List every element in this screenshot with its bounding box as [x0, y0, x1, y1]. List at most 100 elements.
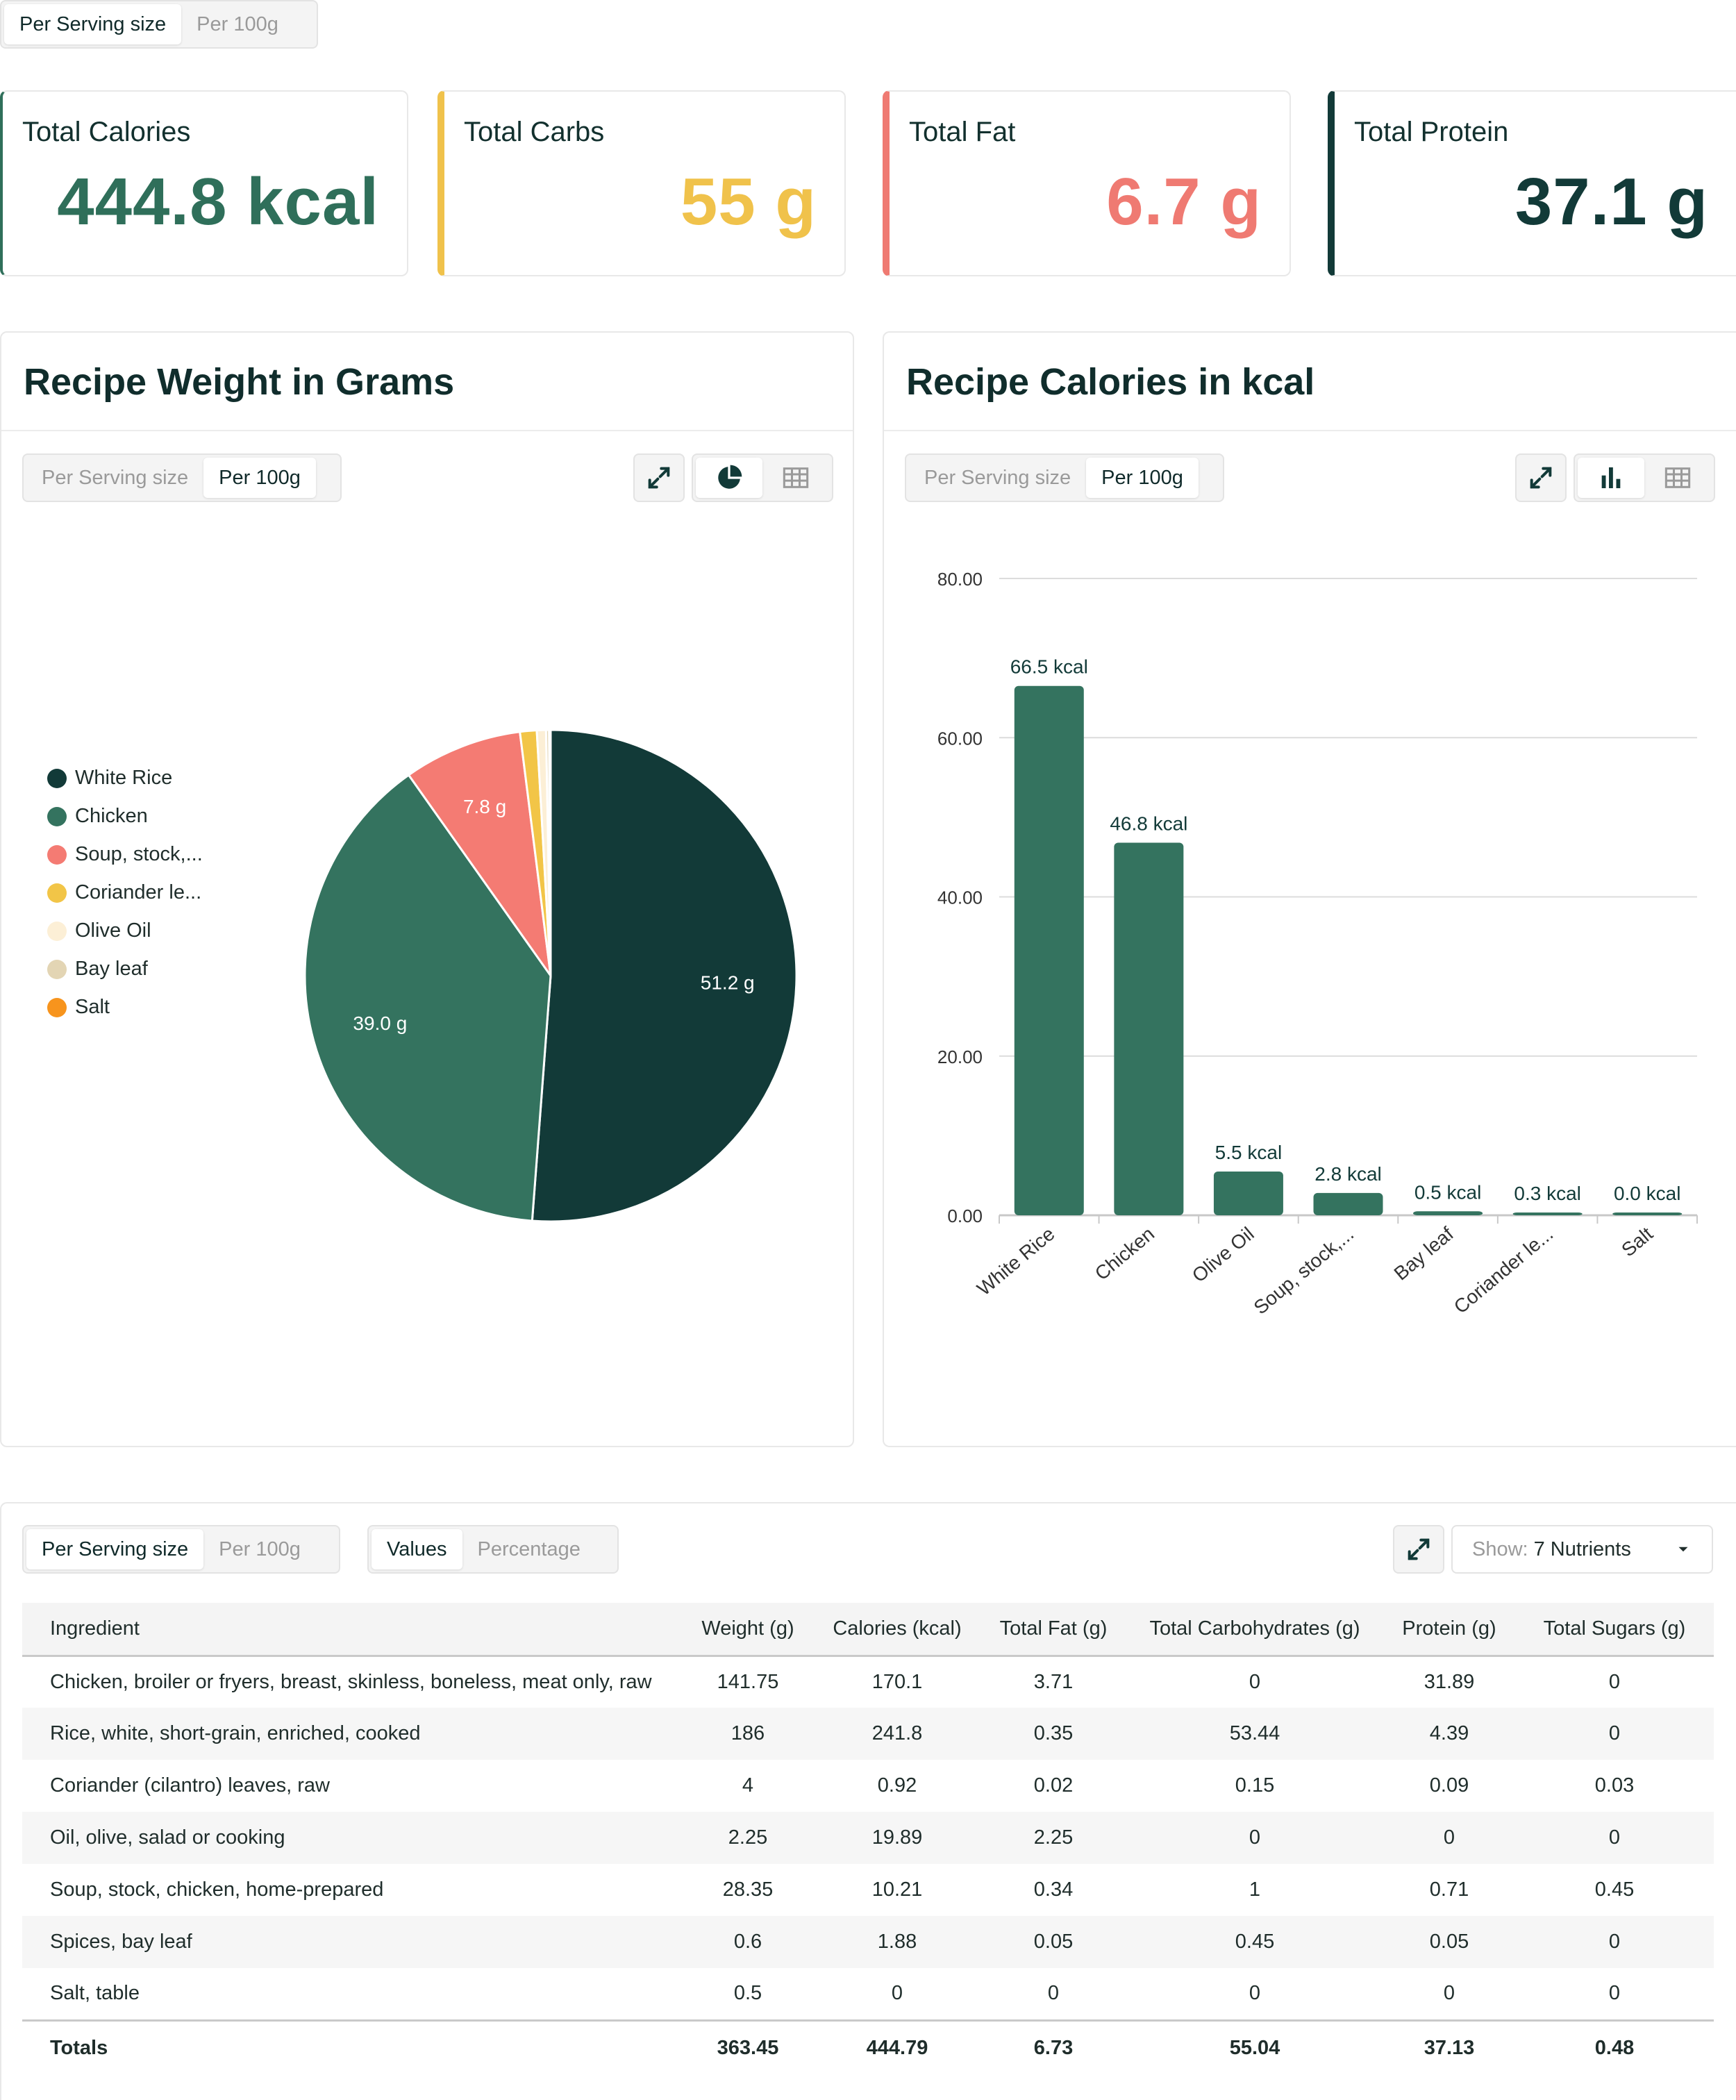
column-header[interactable]: Protein (g)	[1383, 1603, 1515, 1657]
y-tick-label: 0.00	[947, 1206, 983, 1226]
column-header[interactable]: Total Carbohydrates (g)	[1126, 1603, 1383, 1657]
totals-cell: 0.48	[1515, 2019, 1714, 2076]
legend-item[interactable]: White Rice	[47, 759, 203, 797]
expand-icon	[1530, 467, 1552, 489]
bar[interactable]	[1313, 1192, 1383, 1215]
x-tick-label: Coriander le...	[1450, 1223, 1558, 1318]
bar[interactable]	[1114, 842, 1184, 1215]
chevron-down-icon	[1678, 1547, 1688, 1552]
totals-cell: 37.13	[1383, 2019, 1515, 2076]
table-serving-toggle: Per Serving size Per 100g	[22, 1525, 340, 1574]
bar[interactable]	[1014, 685, 1084, 1215]
stat-card-calories: Total Calories 444.8 kcal	[0, 90, 408, 276]
pie-data-label: 51.2 g	[701, 972, 755, 994]
legend-item[interactable]: Soup, stock,...	[47, 835, 203, 874]
y-tick-label: 80.00	[937, 569, 983, 590]
per-100g-option[interactable]: Per 100g	[219, 1538, 301, 1560]
bar[interactable]	[1512, 1212, 1583, 1215]
nutrients-table-panel	[0, 1502, 1736, 2100]
value-cell: 0.05	[980, 1916, 1126, 1968]
table-view-button[interactable]	[1644, 458, 1711, 498]
x-tick-label: White Rice	[973, 1223, 1059, 1300]
expand-button[interactable]	[1515, 453, 1567, 502]
per-100g-option[interactable]: Per 100g	[203, 458, 316, 498]
column-header[interactable]: Calories (kcal)	[814, 1603, 980, 1657]
value-cell: 0	[1515, 1812, 1714, 1864]
value-cell: 170.1	[871, 1670, 923, 1693]
legend-label: Chicken	[75, 805, 148, 827]
table-row[interactable]: Rice, white, short-grain, enriched, cook…	[22, 1708, 1714, 1760]
pie-slice[interactable]	[407, 731, 552, 976]
values-option[interactable]: Values	[372, 1529, 462, 1569]
stat-label: Total Fat	[909, 117, 1016, 147]
value-cell: 2.25	[980, 1812, 1126, 1864]
y-tick-label: 20.00	[937, 1047, 983, 1067]
bar[interactable]	[1413, 1211, 1483, 1215]
table-row[interactable]: Soup, stock, chicken, home-prepared 28.35…	[22, 1864, 1714, 1916]
y-tick-label: 60.00	[937, 728, 983, 749]
legend-swatch	[47, 883, 67, 903]
legend-item[interactable]: Olive Oil	[47, 912, 203, 950]
per-serving-option[interactable]: Per Serving size	[924, 466, 1071, 489]
bar-data-label: 66.5 kcal	[1010, 656, 1088, 678]
bar[interactable]	[1612, 1212, 1683, 1215]
pie-data-label: 7.8 g	[463, 796, 506, 817]
ingredient-cell: Rice, white, short-grain, enriched, cook…	[22, 1708, 682, 1760]
nutrients-select[interactable]: Show: 7 Nutrients	[1451, 1525, 1713, 1574]
value-cell: 0.71	[1429, 1878, 1469, 1901]
table-view-button[interactable]	[762, 458, 829, 498]
legend-item[interactable]: Bay leaf	[47, 950, 203, 988]
bar-data-label: 0.0 kcal	[1614, 1183, 1681, 1204]
pie-slice[interactable]	[303, 773, 552, 1222]
per-100g-option[interactable]: Per 100g	[197, 12, 278, 35]
expand-icon	[1408, 1538, 1430, 1560]
expand-button[interactable]	[1393, 1525, 1444, 1574]
table-row[interactable]: Coriander (cilantro) leaves, raw 4 0.92 0.0…	[22, 1760, 1714, 1812]
table-icon	[783, 467, 809, 488]
bar[interactable]	[1213, 1171, 1283, 1215]
per-serving-option[interactable]: Per Serving size	[4, 4, 182, 44]
stat-label: Total Protein	[1354, 117, 1509, 147]
table-row[interactable]: Chicken, broiler or fryers, breast, skin…	[22, 1656, 1714, 1708]
column-header[interactable]: Ingredient	[22, 1603, 682, 1657]
column-header[interactable]: Weight (g)	[682, 1603, 814, 1657]
pie-slice[interactable]	[548, 728, 552, 976]
value-cell: 0	[1515, 1708, 1714, 1760]
value-cell: 2.25	[682, 1812, 814, 1864]
totals-row: Totals 363.45 444.79 6.73 55.04 37.13 0.48	[22, 2019, 1714, 2076]
pie-chart: 51.2 g 39.0 g 7.8 g	[303, 728, 798, 1223]
legend-item[interactable]: Chicken	[47, 797, 203, 835]
legend-swatch	[47, 844, 67, 865]
chart-view-toggle	[692, 453, 833, 502]
expand-button[interactable]	[633, 453, 685, 502]
bar-data-label: 0.3 kcal	[1514, 1183, 1581, 1204]
legend-label: Soup, stock,...	[75, 843, 203, 865]
pie-legend: White Rice Chicken Soup, stock,... Coriande…	[47, 759, 203, 1026]
table-row[interactable]: Spices, bay leaf 0.6 1.88 0.05 0.45 0.05 0	[22, 1916, 1714, 1968]
per-100g-option[interactable]: Per 100g	[1086, 458, 1199, 498]
ingredient-cell: Soup, stock, chicken, home-prepared	[50, 1878, 384, 1901]
per-serving-option[interactable]: Per Serving size	[26, 1529, 204, 1569]
table-row[interactable]: Oil, olive, salad or cooking 2.25 19.89 2.2…	[22, 1812, 1714, 1864]
ingredient-cell: Chicken, broiler or fryers, breast, skin…	[50, 1670, 652, 1693]
legend-swatch	[47, 959, 67, 979]
table-row[interactable]: Salt, table 0.5 0 0 0 0 0	[22, 1968, 1714, 2020]
stat-card-carbs: Total Carbs 55 g	[437, 90, 846, 276]
totals-cell: 444.79	[814, 2019, 980, 2076]
per-serving-option[interactable]: Per Serving size	[42, 466, 189, 489]
divider	[1, 430, 853, 431]
percentage-option[interactable]: Percentage	[477, 1538, 581, 1560]
value-cell: 4.39	[1383, 1708, 1515, 1760]
divider	[884, 430, 1736, 431]
x-tick-label: Soup, stock,...	[1250, 1223, 1358, 1319]
stat-value: 37.1 g	[1514, 165, 1708, 239]
column-header[interactable]: Total Fat (g)	[980, 1603, 1126, 1657]
bar-view-button[interactable]	[1578, 458, 1644, 498]
column-header[interactable]: Total Sugars (g)	[1515, 1603, 1714, 1657]
show-label: Show:	[1472, 1538, 1528, 1560]
pie-slice[interactable]	[531, 728, 798, 1223]
pie-view-button[interactable]	[696, 458, 762, 498]
legend-item[interactable]: Salt	[47, 988, 203, 1026]
legend-item[interactable]: Coriander le...	[47, 874, 203, 912]
legend-label: Bay leaf	[75, 958, 148, 980]
